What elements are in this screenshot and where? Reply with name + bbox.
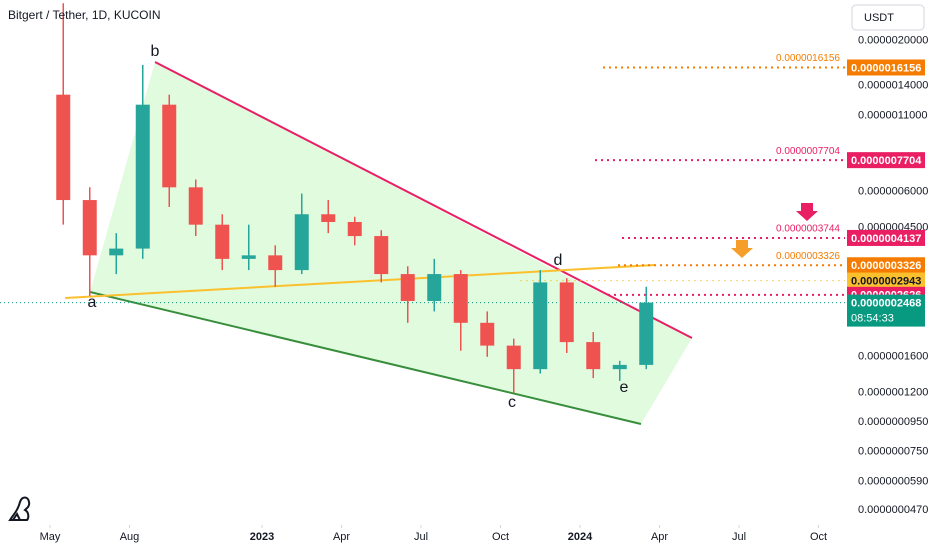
time-axis: May Aug 2023 Apr Jul Oct 2024 Apr Jul Oct bbox=[40, 531, 827, 543]
level-chart-label: 0.0000016156 bbox=[776, 53, 840, 64]
y-tick-label: 0.0000000750 bbox=[858, 446, 928, 458]
last-price-label: 0.0000002468 bbox=[851, 297, 921, 309]
candle-body bbox=[347, 221, 362, 237]
wave-label: c bbox=[508, 394, 516, 411]
y-tick-label: 0.0000001600 bbox=[858, 351, 928, 363]
candle-body bbox=[215, 224, 230, 259]
candle-body bbox=[533, 282, 548, 370]
candle-body bbox=[268, 255, 283, 271]
candle-body bbox=[56, 94, 71, 201]
currency-label[interactable]: USDT bbox=[864, 12, 894, 24]
red-arrow bbox=[796, 203, 818, 221]
candle-body bbox=[241, 255, 256, 259]
candle-body bbox=[612, 364, 627, 370]
wave-label: b bbox=[151, 43, 160, 60]
level-badge-label: 0.0000004137 bbox=[851, 233, 921, 245]
candles bbox=[56, 3, 654, 393]
x-tick-label: Jul bbox=[414, 531, 428, 543]
y-tick-label: 0.0000000470 bbox=[858, 504, 928, 516]
currency-button[interactable] bbox=[851, 4, 925, 31]
x-tick-label: 2023 bbox=[250, 531, 274, 543]
level-badge-label: 0.0000003326 bbox=[851, 260, 921, 272]
candle-body bbox=[162, 104, 177, 188]
level-badge bbox=[847, 272, 925, 289]
candle-body bbox=[294, 214, 309, 271]
y-tick-label: 0.0000011000 bbox=[858, 109, 928, 121]
support-line bbox=[89, 291, 642, 425]
wave-label: d bbox=[554, 252, 563, 269]
level-badge bbox=[847, 59, 925, 76]
candle-body bbox=[400, 274, 415, 301]
candle-body bbox=[427, 274, 442, 301]
x-tick-label: Apr bbox=[333, 531, 350, 543]
level-badge bbox=[847, 229, 925, 246]
price-badges: 0.0000016156 0.0000007704 0.0000004137 0.00… bbox=[847, 59, 925, 327]
y-tick-label: 0.0000000590 bbox=[858, 476, 928, 488]
candle-body bbox=[321, 214, 336, 222]
y-tick-label: 0.0000014000 bbox=[858, 79, 928, 91]
y-tick-label: 0.0000020000 bbox=[858, 35, 928, 47]
candle-body bbox=[374, 236, 389, 275]
x-tick-label: May bbox=[40, 531, 61, 543]
level-badge-label: 0.0000002943 bbox=[851, 275, 921, 287]
wave-label: a bbox=[88, 294, 97, 311]
candle-body bbox=[82, 200, 97, 256]
y-tick-label: 0.0000001200 bbox=[858, 387, 928, 399]
x-tick-label: 2024 bbox=[568, 531, 593, 543]
level-badge bbox=[847, 257, 925, 274]
candle-body bbox=[109, 248, 124, 256]
level-chart-label: 0.0000003326 bbox=[776, 251, 840, 262]
candle-body bbox=[506, 345, 521, 370]
levels: 0.0000016156 0.0000007704 0.0000003744 0.00… bbox=[0, 53, 845, 304]
x-tick-label: Apr bbox=[651, 531, 668, 543]
orange-arrow bbox=[731, 240, 753, 258]
level-chart-label: 0.0000007704 bbox=[776, 146, 840, 157]
candle-body bbox=[586, 342, 601, 370]
logo[interactable] bbox=[8, 496, 31, 521]
candle-body bbox=[135, 104, 150, 249]
candle-body bbox=[188, 187, 203, 225]
level-badge bbox=[847, 152, 925, 169]
x-tick-label: Aug bbox=[120, 531, 140, 543]
last-price-badge bbox=[847, 294, 925, 327]
wave-labels: a b c d e bbox=[88, 43, 629, 411]
plot-area: 0.0000016156 0.0000007704 0.0000003744 0.00… bbox=[0, 3, 845, 425]
candle-body bbox=[559, 282, 574, 343]
horizontal-trendline bbox=[64, 264, 656, 299]
x-tick-label: Oct bbox=[810, 531, 827, 543]
x-tick-label: Oct bbox=[492, 531, 509, 543]
level-badge-label: 0.0000016156 bbox=[851, 62, 921, 74]
x-tick-label: Jul bbox=[732, 531, 746, 543]
grid bbox=[49, 525, 819, 528]
level-chart-label: 0.0000003744 bbox=[776, 224, 840, 235]
countdown: 08:54:33 bbox=[851, 312, 894, 324]
wave-label: e bbox=[620, 379, 629, 396]
chart-title: Bitgert / Tether, 1D, KUCOIN bbox=[8, 8, 161, 22]
level-badge-label: 0.0000007704 bbox=[851, 155, 922, 167]
candle-body bbox=[639, 302, 654, 365]
y-tick-label: 0.0000000950 bbox=[858, 416, 928, 428]
candle-body bbox=[453, 274, 468, 323]
y-tick-label: 0.0000006000 bbox=[858, 185, 928, 197]
candle-body bbox=[480, 322, 495, 346]
resistance-line bbox=[154, 61, 693, 339]
